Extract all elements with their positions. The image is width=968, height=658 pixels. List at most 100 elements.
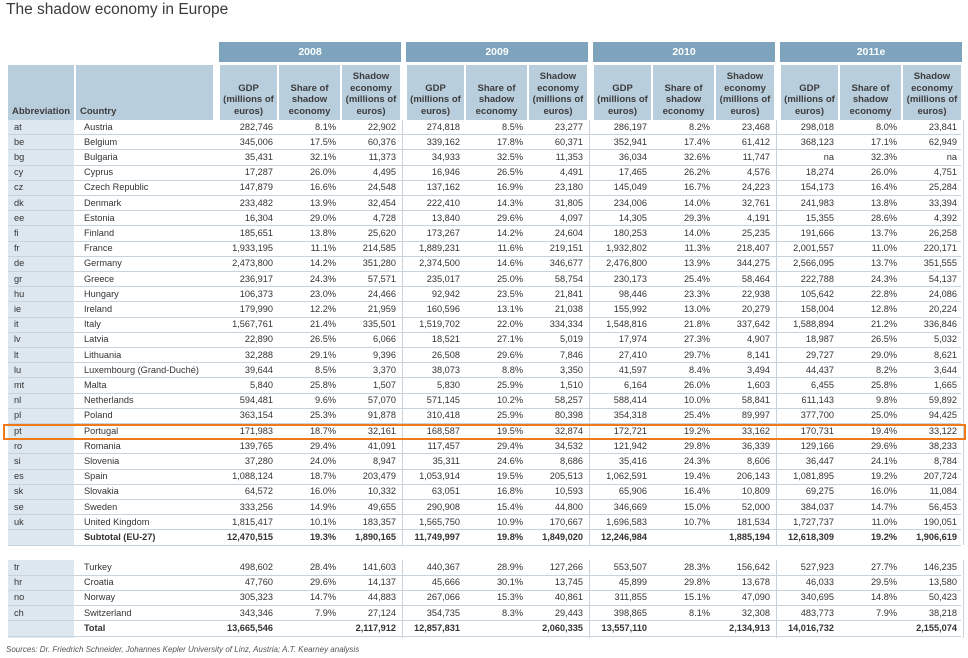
share-cell: 8.2%	[689, 121, 710, 132]
shadow-cell: 11,084	[929, 486, 957, 497]
shadow-cell: 33,394	[928, 197, 957, 208]
share-cell: 14.9%	[309, 501, 336, 512]
share-cell: 22.8%	[870, 288, 897, 299]
share-cell: 27.7%	[870, 562, 897, 572]
share-cell: 8.3%	[502, 607, 523, 618]
shadow-cell: 170,667	[549, 516, 583, 527]
gdp-cell: 63,051	[431, 486, 460, 497]
gdp-cell: 29,727	[805, 349, 834, 360]
share-cell: 15.1%	[683, 592, 710, 603]
share-cell: 26.0%	[683, 379, 710, 390]
share-cell: 23.3%	[683, 288, 710, 299]
shadow-cell: 49,655	[367, 501, 396, 512]
share-cell: 11.3%	[684, 243, 710, 254]
table-row: cy Cyprus 17,287 26.0% 4,495 16,946 26.5% 4,491…	[0, 165, 968, 180]
shadow-cell: 8,784	[934, 455, 957, 466]
shadow-cell: 25,284	[928, 182, 957, 193]
share-cell: 14.3%	[496, 197, 523, 208]
share-cell: 9.6%	[315, 395, 336, 406]
gdp-cell: 222,788	[800, 273, 834, 284]
country-cell: Bulgaria	[84, 151, 118, 162]
row-separator	[8, 468, 961, 470]
abbr-cell: dk	[14, 197, 24, 208]
share-cell: 15.3%	[496, 592, 523, 603]
table-row: fi Finland 185,651 13.8% 25,620 173,267 14.2% 2…	[0, 226, 968, 241]
block-divider	[963, 560, 964, 638]
total-row: Total 13,665,546 2,117,912 12,857,831 2,060,…	[0, 621, 968, 636]
shadow-cell: 44,883	[367, 592, 396, 603]
shadow-cell: 13,580	[928, 577, 957, 588]
gdp-cell: 14,016,732	[788, 622, 834, 633]
shadow-cell: 3,494	[747, 364, 770, 375]
share-cell: 19.2%	[870, 531, 897, 542]
share-cell: 11.6%	[497, 243, 523, 254]
gdp-cell: 594,481	[239, 395, 273, 406]
gdp-cell: 290,908	[426, 501, 460, 512]
row-separator	[8, 134, 961, 136]
shadow-cell: 1,885,194	[729, 531, 770, 542]
share-cell: 28.9%	[496, 562, 523, 572]
gdp-cell: 44,437	[805, 364, 834, 375]
gdp-cell: 345,006	[239, 136, 273, 147]
shadow-cell: 8,141	[747, 349, 770, 360]
share-cell: 13.8%	[309, 227, 336, 238]
shadow-cell: 24,604	[554, 227, 583, 238]
gdp-cell: 12,618,309	[788, 531, 834, 542]
table-row: gr Greece 236,917 24.3% 57,571 235,017 25.0% 58…	[0, 272, 968, 287]
row-separator	[8, 514, 961, 516]
gdp-cell: 1,588,894	[793, 319, 834, 330]
gdp-cell: 440,367	[426, 562, 460, 572]
share-cell: 7.9%	[876, 607, 897, 618]
shadow-cell: 40,861	[554, 592, 583, 603]
gdp-cell: 2,374,500	[419, 258, 460, 269]
gdp-cell: 65,906	[618, 486, 647, 497]
gdp-cell: 160,596	[426, 303, 460, 314]
share-cell: 29.4%	[309, 440, 336, 451]
gdp-cell: 311,855	[614, 592, 647, 603]
gdp-cell: 145,049	[613, 182, 647, 193]
share-cell: 14.2%	[309, 258, 336, 269]
shadow-cell: 2,060,335	[542, 622, 583, 633]
gdp-cell: 173,267	[426, 227, 460, 238]
shadow-cell: 23,468	[741, 121, 770, 132]
row-separator	[8, 574, 961, 576]
table-row: at Austria 282,746 8.1% 22,902 274,818 8.5% 23,…	[0, 120, 968, 135]
gdp-cell: 37,280	[244, 455, 273, 466]
gdp-cell: 45,899	[618, 577, 647, 588]
gdp-cell: 343,346	[239, 607, 273, 618]
share-cell: 23.0%	[309, 288, 336, 299]
shadow-cell: 38,218	[928, 607, 957, 618]
gdp-cell: 14,305	[618, 212, 647, 223]
gdp-cell: 235,017	[426, 273, 460, 284]
shadow-cell: 336,846	[923, 319, 957, 330]
gdp-cell: 340,695	[800, 592, 834, 603]
row-separator	[8, 589, 961, 591]
row-separator	[8, 377, 961, 379]
row-separator	[8, 210, 961, 212]
shadow-cell: 59,892	[928, 395, 957, 406]
abbr-cell: sk	[14, 486, 24, 497]
gdp-cell: 5,840	[250, 379, 273, 390]
shadow-cell: na	[946, 151, 957, 162]
shadow-cell: 203,479	[362, 471, 396, 482]
gdp-cell: 352,941	[613, 136, 647, 147]
share-cell: 8.5%	[315, 364, 336, 375]
gdp-header-2008: GDP (millions of euros)	[220, 65, 277, 120]
table-row: cz Czech Republic 147,879 16.6% 24,548 137,16…	[0, 180, 968, 195]
share-cell: 24.3%	[870, 273, 897, 284]
gdp-cell: 6,164	[624, 379, 647, 390]
gdp-cell: 233,482	[239, 197, 273, 208]
year-header-2011e: 2011e	[780, 42, 962, 62]
gdp-cell: 98,446	[618, 288, 647, 299]
share-cell: 10.1%	[309, 516, 336, 527]
share-cell: 21.2%	[870, 319, 897, 330]
abbr-cell: no	[14, 592, 25, 603]
shadow-cell: 10,593	[554, 486, 583, 497]
row-separator	[8, 499, 961, 500]
shadow-cell: 11,373	[368, 151, 396, 162]
shadow-cell: 11,353	[555, 151, 583, 162]
table-row: si Slovenia 37,280 24.0% 8,947 35,311 24.6% 8,6…	[0, 454, 968, 469]
gdp-cell: 185,651	[239, 227, 273, 238]
share-cell: 19.4%	[683, 471, 710, 482]
shadow-cell: 4,495	[373, 167, 396, 178]
